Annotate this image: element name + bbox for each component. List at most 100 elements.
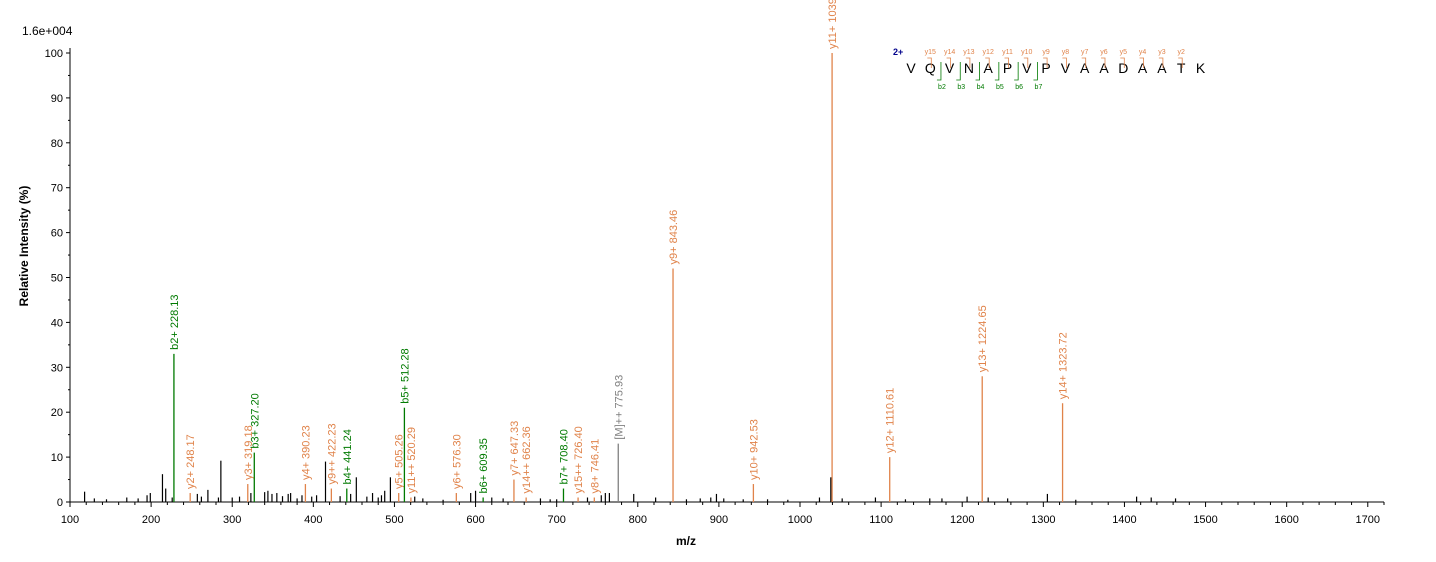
x-tick-label: 1100	[869, 514, 893, 526]
peak-label: y14++ 662.36	[521, 426, 533, 493]
intensity-scale-label: 1.6e+004	[22, 24, 73, 38]
y-tick-label: 80	[51, 138, 63, 150]
peak-label: y15++ 726.40	[573, 426, 585, 493]
peak-label: y5+ 505.26	[394, 434, 406, 489]
x-tick-label: 1500	[1193, 514, 1217, 526]
y-ion-bracket	[1120, 57, 1125, 68]
b-ion-label: b4	[977, 84, 985, 91]
peak-label: [M]++ 775.93	[613, 375, 625, 440]
sequence-residue: K	[1196, 60, 1206, 76]
y-ion-label: y9	[1042, 49, 1050, 56]
y-tick-label: 100	[45, 48, 63, 60]
y-ion-label: y15	[925, 49, 936, 56]
b-ion-label: b7	[1035, 84, 1043, 91]
y-ion-label: y10	[1021, 49, 1032, 56]
y-ion-bracket	[1139, 57, 1144, 68]
y-ion-bracket	[927, 57, 932, 68]
y-ion-bracket	[1178, 57, 1183, 68]
sequence-residue: A	[1138, 60, 1148, 76]
y-ion-bracket	[985, 57, 990, 68]
background-peaks	[83, 460, 1177, 502]
y-axis-title: Relative Intensity (%)	[17, 186, 31, 307]
x-tick-label: 1700	[1356, 514, 1380, 526]
peak-label: b4+ 441.24	[342, 429, 354, 484]
sequence-residue: A	[984, 60, 994, 76]
x-tick-label: 1600	[1274, 514, 1298, 526]
sequence-residue: D	[1118, 60, 1128, 76]
peak-label: y3+ 319.18	[243, 425, 255, 480]
peak-label: b3+ 327.20	[249, 393, 261, 448]
b-ion-bracket	[975, 62, 980, 81]
y-tick-label: 10	[51, 452, 63, 464]
sequence-residue: V	[945, 60, 955, 76]
b-ion-label: b5	[996, 84, 1004, 91]
sequence-residue: T	[1177, 60, 1186, 76]
b-ion-label: b2	[938, 84, 946, 91]
y-ion-label: y11	[1002, 49, 1013, 56]
y-tick-label: 0	[57, 497, 63, 509]
b-ion-bracket	[994, 62, 1000, 81]
sequence-residue: P	[1003, 60, 1012, 76]
peak-label: y14+ 1323.72	[1058, 332, 1070, 399]
sequence-residue: V	[906, 60, 916, 76]
x-tick-label: 1400	[1112, 514, 1136, 526]
y-ion-label: y3	[1158, 49, 1166, 56]
y-ion-bracket	[965, 57, 971, 68]
sequence-residue: A	[1157, 60, 1167, 76]
y-ion-bracket	[1023, 57, 1029, 68]
peak-label: y11+ 1039.56	[827, 0, 839, 49]
y-ion-bracket	[1062, 57, 1067, 68]
x-tick-label: 1200	[950, 514, 974, 526]
axes: 0 10 20 30 40 50 60 70 80 90 100 100 200 300 400 500 600…	[45, 48, 1385, 526]
peak-label: b5+ 512.28	[399, 348, 411, 403]
peak-label: y4+ 390.23	[300, 425, 312, 480]
peak-label: y10+ 942.53	[748, 419, 760, 480]
y-ion-label: y7	[1081, 49, 1089, 56]
charge-state: 2+	[893, 47, 903, 57]
y-ion-bracket	[946, 57, 951, 68]
sequence-residue: V	[1022, 60, 1032, 76]
sequence-residue: A	[1080, 60, 1090, 76]
x-tick-label: 200	[142, 514, 160, 526]
peak-label: b7+ 708.40	[558, 429, 570, 484]
x-tick-label: 600	[466, 514, 484, 526]
y-tick-label: 50	[51, 273, 63, 285]
peak-label: y11++ 520.29	[406, 427, 418, 493]
peak-label: y13+ 1224.65	[977, 305, 989, 372]
x-axis-title: m/z	[676, 534, 696, 548]
b-ion-bracket	[1033, 62, 1038, 81]
y-tick-label: 60	[51, 228, 63, 240]
x-tick-label: 1300	[1031, 514, 1055, 526]
b-ion-bracket	[936, 62, 942, 81]
x-tick-label: 800	[629, 514, 647, 526]
y-ion-label: y8	[1062, 49, 1070, 56]
x-tick-label: 400	[304, 514, 322, 526]
y-ion-label: y2	[1177, 49, 1185, 56]
x-tick-label: 300	[223, 514, 241, 526]
sequence-residue: V	[1061, 60, 1071, 76]
x-tick-label: 100	[61, 514, 79, 526]
x-tick-label: 700	[547, 514, 565, 526]
peak-label: y12+ 1110.61	[885, 388, 897, 453]
y-ion-label: y6	[1100, 49, 1108, 56]
sequence-residue: A	[1099, 60, 1109, 76]
y-ion-label: y5	[1120, 49, 1128, 56]
y-tick-label: 20	[51, 407, 63, 419]
peak-label: y9+ 843.46	[668, 210, 680, 265]
b-ion-bracket	[1014, 62, 1019, 81]
y-tick-label: 70	[51, 183, 63, 195]
peak-label: y7+ 647.33	[509, 421, 521, 476]
peak-label: y6+ 576.30	[451, 434, 463, 489]
y-ion-bracket	[1101, 57, 1106, 68]
peak-label: b6+ 609.35	[478, 438, 490, 493]
y-ion-bracket	[1081, 57, 1087, 68]
sequence-residue: Q	[925, 60, 936, 76]
y-tick-label: 40	[51, 317, 63, 329]
y-ion-bracket	[1004, 57, 1009, 68]
sequence-residue: P	[1041, 60, 1050, 76]
sequence-residue: N	[964, 60, 974, 76]
peak-label: y2+ 248.17	[185, 434, 197, 489]
x-tick-label: 900	[710, 514, 728, 526]
